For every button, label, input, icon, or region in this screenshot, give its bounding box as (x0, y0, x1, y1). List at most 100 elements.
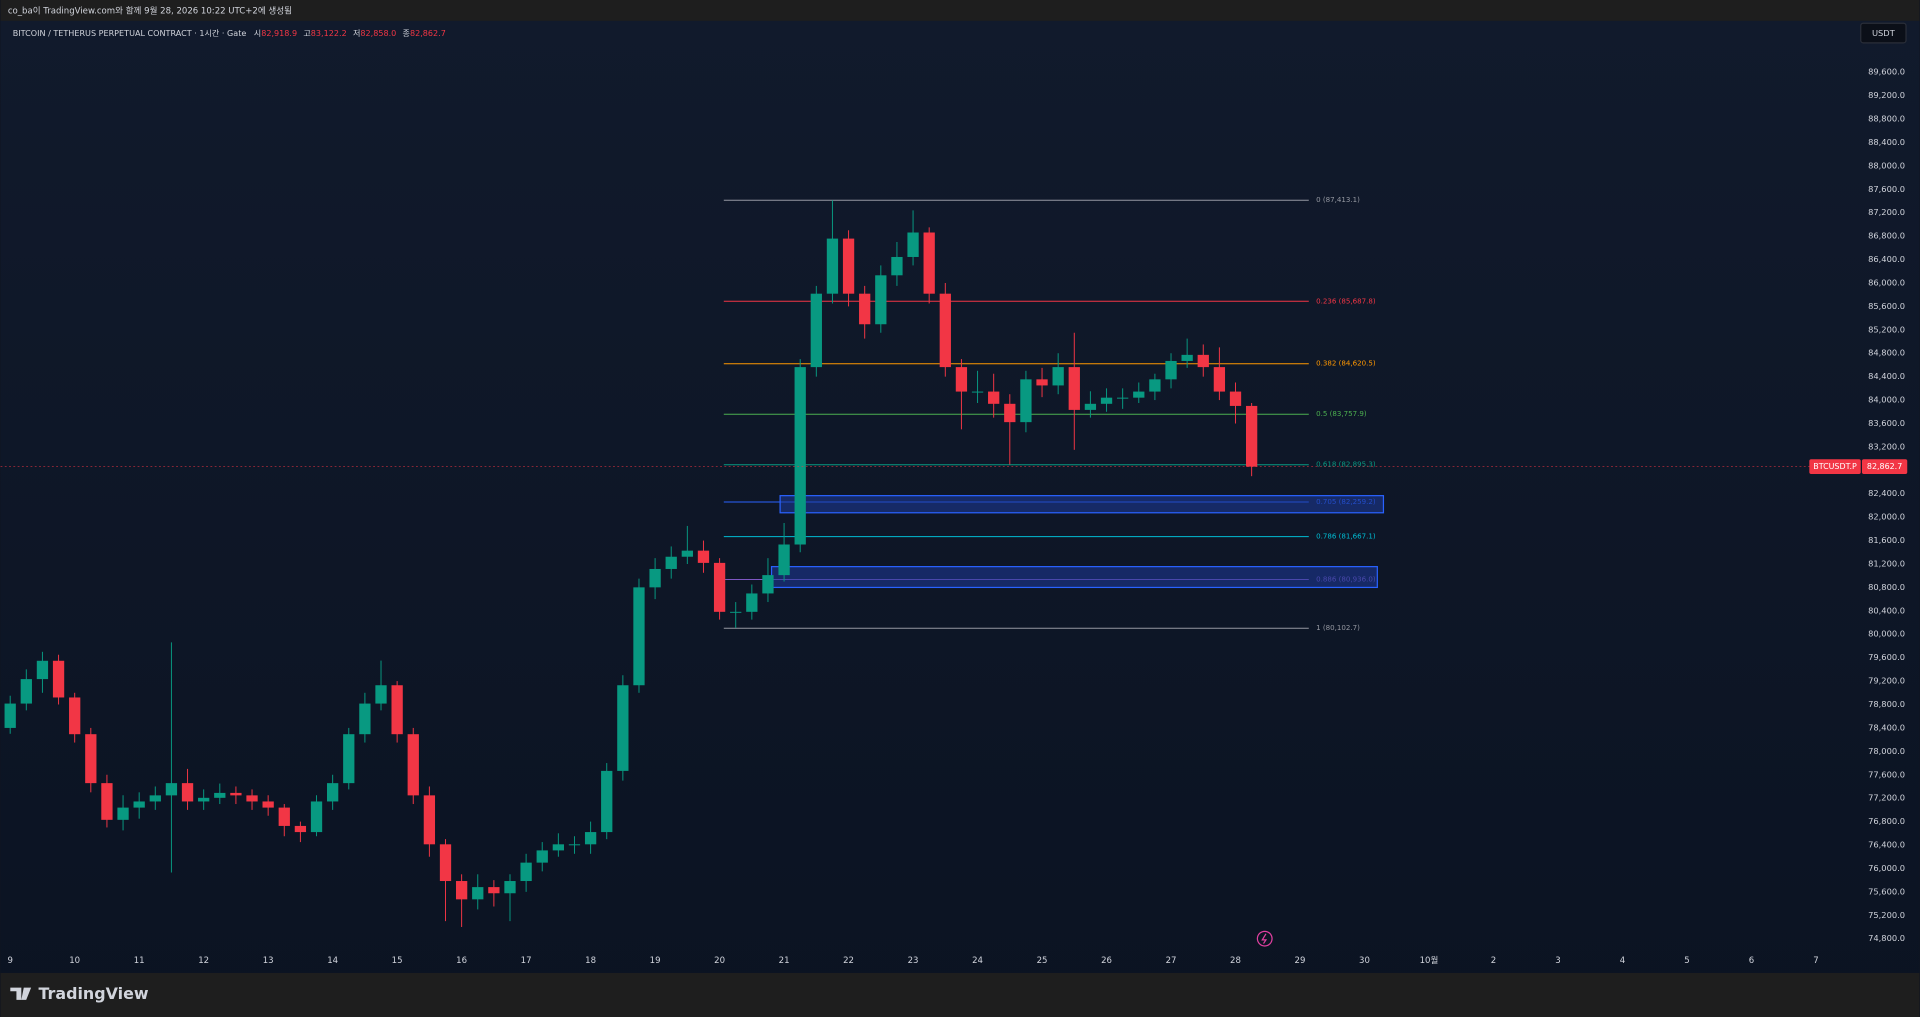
y-tick-label: 76,800.0 (1868, 816, 1905, 826)
currency-button[interactable] (1860, 22, 1907, 44)
x-tick-label: 23 (908, 956, 919, 966)
candle-body (198, 797, 210, 802)
candle-body (423, 795, 436, 845)
candle-body (762, 575, 774, 594)
candle-body (859, 293, 871, 325)
candle-body (617, 685, 629, 771)
price-tag: 82,862.7 (1867, 462, 1902, 471)
ohlc-prefix: 시 (254, 29, 261, 38)
candle-body (1004, 403, 1016, 423)
candle-body (101, 783, 113, 820)
candle-body (85, 734, 97, 784)
candle-body (1020, 379, 1032, 423)
y-tick-label: 81,600.0 (1868, 535, 1905, 545)
candle-body (842, 238, 855, 294)
y-tick-label: 89,200.0 (1868, 90, 1905, 100)
candle-body (681, 550, 693, 557)
candle-body (407, 734, 419, 796)
candle-body (149, 795, 161, 802)
y-tick-label: 82,000.0 (1868, 512, 1905, 522)
zone-box (770, 566, 1378, 589)
candle-body (262, 801, 274, 808)
candle-body (359, 703, 371, 735)
price-tag-bg (1861, 459, 1908, 474)
y-tick-label: 77,200.0 (1868, 793, 1905, 803)
y-tick-label: 78,000.0 (1868, 746, 1905, 756)
y-tick-label: 87,200.0 (1868, 207, 1905, 217)
x-tick-label: 30 (1359, 956, 1370, 966)
x-tick-label: 21 (779, 956, 790, 966)
candle-body (69, 697, 81, 735)
legend-header: BITCOIN / TETHERUS PERPETUAL CONTRACT · … (13, 28, 446, 38)
x-tick-label: 22 (843, 956, 854, 966)
candle-body (601, 770, 613, 833)
candle-body (1084, 403, 1097, 410)
y-tick-label: 78,800.0 (1868, 699, 1905, 709)
candle-body (1181, 354, 1193, 361)
candle-body (971, 391, 984, 393)
fib-label: 0.618 (82,895.3) (1316, 460, 1376, 469)
candle-body (1068, 367, 1080, 410)
candle-body (36, 660, 49, 680)
x-tick-label: 2 (1491, 956, 1496, 966)
symbol-tag-bg (1809, 459, 1861, 474)
y-tick-label: 75,600.0 (1868, 886, 1905, 896)
candle-body (294, 825, 307, 833)
candle-body (730, 611, 742, 613)
fib-label: 0.786 (81,667.1) (1316, 532, 1376, 541)
candle-body (52, 660, 65, 698)
candle-body (584, 832, 597, 845)
candle-body (697, 550, 710, 563)
y-tick-label: 79,600.0 (1868, 652, 1905, 662)
ohlc-prefix: 종 (403, 29, 410, 38)
candle-body (246, 795, 258, 802)
x-tick-label: 28 (1230, 956, 1241, 966)
candle-body (278, 807, 290, 826)
y-tick-label: 84,000.0 (1868, 395, 1905, 405)
zone-box (779, 495, 1385, 514)
x-tick-label: 20 (714, 956, 725, 966)
x-tick-label: 19 (650, 956, 661, 966)
candle-body (310, 801, 323, 833)
y-tick-label: 89,600.0 (1868, 67, 1905, 77)
x-tick-label: 16 (456, 956, 467, 966)
y-tick-label: 88,800.0 (1868, 114, 1905, 124)
y-tick-label: 74,800.0 (1868, 933, 1905, 943)
x-tick-label: 10월 (1420, 954, 1439, 966)
candle-body (875, 275, 887, 325)
candle-body (1245, 405, 1258, 467)
candle-body (826, 238, 839, 294)
candle-body (520, 862, 532, 882)
y-tick-label: 83,600.0 (1868, 418, 1905, 428)
candle-body (1213, 367, 1226, 392)
candle-body (117, 807, 129, 820)
x-tick-label: 25 (1037, 956, 1048, 966)
candle-body (988, 391, 1000, 404)
x-tick-label: 24 (972, 956, 983, 966)
candle-body (4, 703, 16, 728)
y-tick-label: 86,000.0 (1868, 277, 1905, 287)
y-tick-label: 88,000.0 (1868, 160, 1905, 170)
candle-body (488, 887, 500, 894)
candle-body (214, 792, 226, 798)
ohlc-value: 82,858.0 (360, 29, 396, 38)
ohlc-value: 82,862.7 (410, 29, 446, 38)
y-tick-label: 84,800.0 (1868, 348, 1905, 358)
candle-body (633, 587, 645, 686)
candle-body (907, 232, 919, 257)
y-tick-label: 80,800.0 (1868, 582, 1905, 592)
y-tick-label: 87,600.0 (1868, 184, 1905, 194)
x-tick-label: 9 (7, 956, 12, 966)
alert-icon[interactable] (1256, 930, 1273, 947)
x-tick-label: 17 (521, 956, 532, 966)
candle-body (20, 679, 32, 704)
x-tick-label: 12 (198, 956, 209, 966)
y-tick-label: 76,400.0 (1868, 840, 1905, 850)
fib-label: 0.236 (85,687.8) (1316, 296, 1376, 305)
fib-label: 0 (87,413.1) (1316, 195, 1360, 204)
candle-body (552, 844, 565, 851)
x-tick-label: 27 (1166, 956, 1177, 966)
y-tick-label: 80,000.0 (1868, 629, 1905, 639)
